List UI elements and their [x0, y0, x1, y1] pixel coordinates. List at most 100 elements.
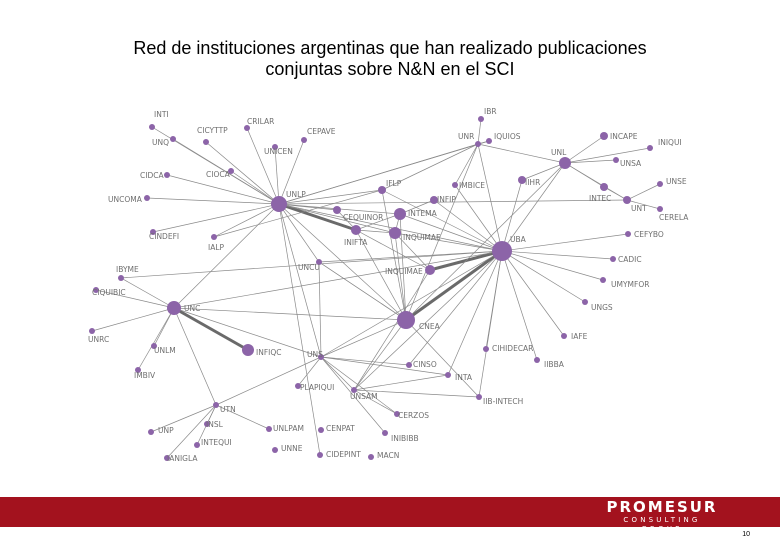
edge-uba-unl [501, 162, 566, 252]
node-cepave [301, 137, 307, 143]
edge-uba-unc [173, 250, 503, 309]
node-label-cidca: CIDCA [140, 171, 164, 180]
edge-uba-infip [433, 199, 503, 252]
node-label-umymfor: UMYMFOR [611, 280, 649, 289]
node-crilar [244, 125, 250, 131]
node-label-unc: UNC [184, 304, 200, 313]
edge-unlp-cidepint [278, 203, 321, 456]
node-cioca [228, 168, 234, 174]
node-inibibb [382, 430, 388, 436]
node-label-incape: INCAPE [610, 132, 638, 141]
node-label-cerela: CERELA [659, 213, 689, 222]
node-label-inquimae: INQUIMAE [385, 267, 423, 276]
node-iniqui [647, 145, 653, 151]
node-label-iflp: IFLP [386, 179, 402, 188]
edge-unlp-cindefi [152, 203, 280, 233]
edge-uns-utn [215, 356, 322, 406]
slide-title-line-2: conjuntas sobre N&N en el SCI [265, 59, 515, 79]
node-label-unsam: UNSAM [350, 392, 378, 401]
node-label-uncoma: UNCOMA [108, 195, 143, 204]
edge-unr-imbice [454, 143, 479, 186]
node-inquimae-top [389, 227, 401, 239]
node-label-unsa: UNSA [620, 159, 642, 168]
node-imbiv [135, 367, 141, 373]
edge-cnea-inifta [355, 229, 407, 321]
node-unlp [271, 196, 287, 212]
edge-uns-inta [320, 356, 449, 376]
node-label-cefybo: CEFYBO [634, 230, 664, 239]
edge-unsam-iib-intech [353, 389, 480, 398]
node-label-uba: UBA [510, 235, 527, 244]
node-label-intequi: INTEQUI [201, 438, 232, 447]
node-label-ialp: IALP [208, 243, 225, 252]
footer-bar [0, 497, 780, 527]
edge-unl-incape [564, 135, 605, 164]
node-label-infip: INFIP [437, 195, 456, 204]
node-label-uns: UNS [307, 350, 323, 359]
edge-cnea-unc [173, 307, 407, 321]
node-label-cicyttp: CICYTTP [197, 126, 228, 135]
node-label-unlpam: UNLPAM [273, 424, 304, 433]
node-unsam [351, 387, 357, 393]
edge-cnea-intema [399, 213, 407, 321]
node-label-imbice: IMBICE [459, 181, 485, 190]
node-uncoma [144, 195, 150, 201]
node-label-inta: INTA [455, 373, 473, 382]
node-ciquibic [93, 287, 99, 293]
edge-unlp-cioca [230, 170, 280, 205]
node-unne [272, 447, 278, 453]
node-label-inifta: INIFTA [344, 238, 368, 247]
edge-uba-imbice [454, 184, 503, 252]
node-cnea [397, 311, 415, 329]
node-label-unse: UNSE [666, 177, 687, 186]
node-unp [148, 429, 154, 435]
node-inti [149, 124, 155, 130]
node-label-crilar: CRILAR [247, 117, 274, 126]
edge-inifta-inquimae_top [355, 229, 396, 234]
edge-uba-cinso [408, 250, 503, 366]
node-plapiqui [295, 383, 301, 389]
edge-inifta-inquimae [355, 229, 431, 271]
edge-cnea-iib-intech [405, 319, 480, 398]
node-unse [657, 181, 663, 187]
node-infip [430, 196, 438, 204]
edge-unlp-inifta [278, 202, 357, 232]
edge-unlp-cidca [166, 174, 280, 205]
node-label-insl: INSL [206, 420, 224, 429]
node-uns [318, 354, 324, 360]
promesur-logo: PROMESUR CONSULTING GROUP [601, 499, 723, 534]
network-edges [91, 118, 661, 459]
node-unc [167, 301, 181, 315]
edge-unc-ibyme [120, 277, 175, 309]
node-cindefi [150, 229, 156, 235]
edge-unc-unrc [91, 307, 175, 332]
node-cihidecar [483, 346, 489, 352]
node-label-ungs: UNGS [591, 303, 613, 312]
node-unrc [89, 328, 95, 334]
node-macn [368, 454, 374, 460]
edge-uba-ibyme [120, 250, 503, 279]
edge-cnea-inquimae_top [394, 232, 407, 321]
edge-uba-inta [447, 250, 503, 376]
edge-uba-unr [477, 143, 503, 252]
edge-unlp-unt [278, 199, 628, 205]
edge-uba-umymfor [501, 250, 604, 281]
node-iib-intech [476, 394, 482, 400]
node-unq [170, 136, 176, 142]
logo-tagline: CONSULTING GROUP [623, 516, 701, 533]
node-label-iibba: IIBBA [544, 360, 565, 369]
node-unr [475, 141, 481, 147]
edge-cnea-uns [320, 319, 407, 358]
node-label-iquios: IQUIOS [494, 132, 521, 141]
edge-unlp-unicen [274, 146, 280, 205]
node-insl [204, 421, 210, 427]
node-label-imbiv: IMBIV [134, 371, 156, 380]
edge-unr-ibr [477, 118, 482, 145]
node-cequinor [333, 206, 341, 214]
node-label-ibr: IBR [484, 107, 497, 116]
edge-intema-infip [399, 199, 435, 215]
node-label-macn: MACN [377, 451, 399, 460]
edge-unlp-cicyttp [205, 141, 280, 205]
node-label-unlp: UNLP [286, 190, 306, 199]
node-label-cihidecar: CIHIDECAR [492, 344, 533, 353]
